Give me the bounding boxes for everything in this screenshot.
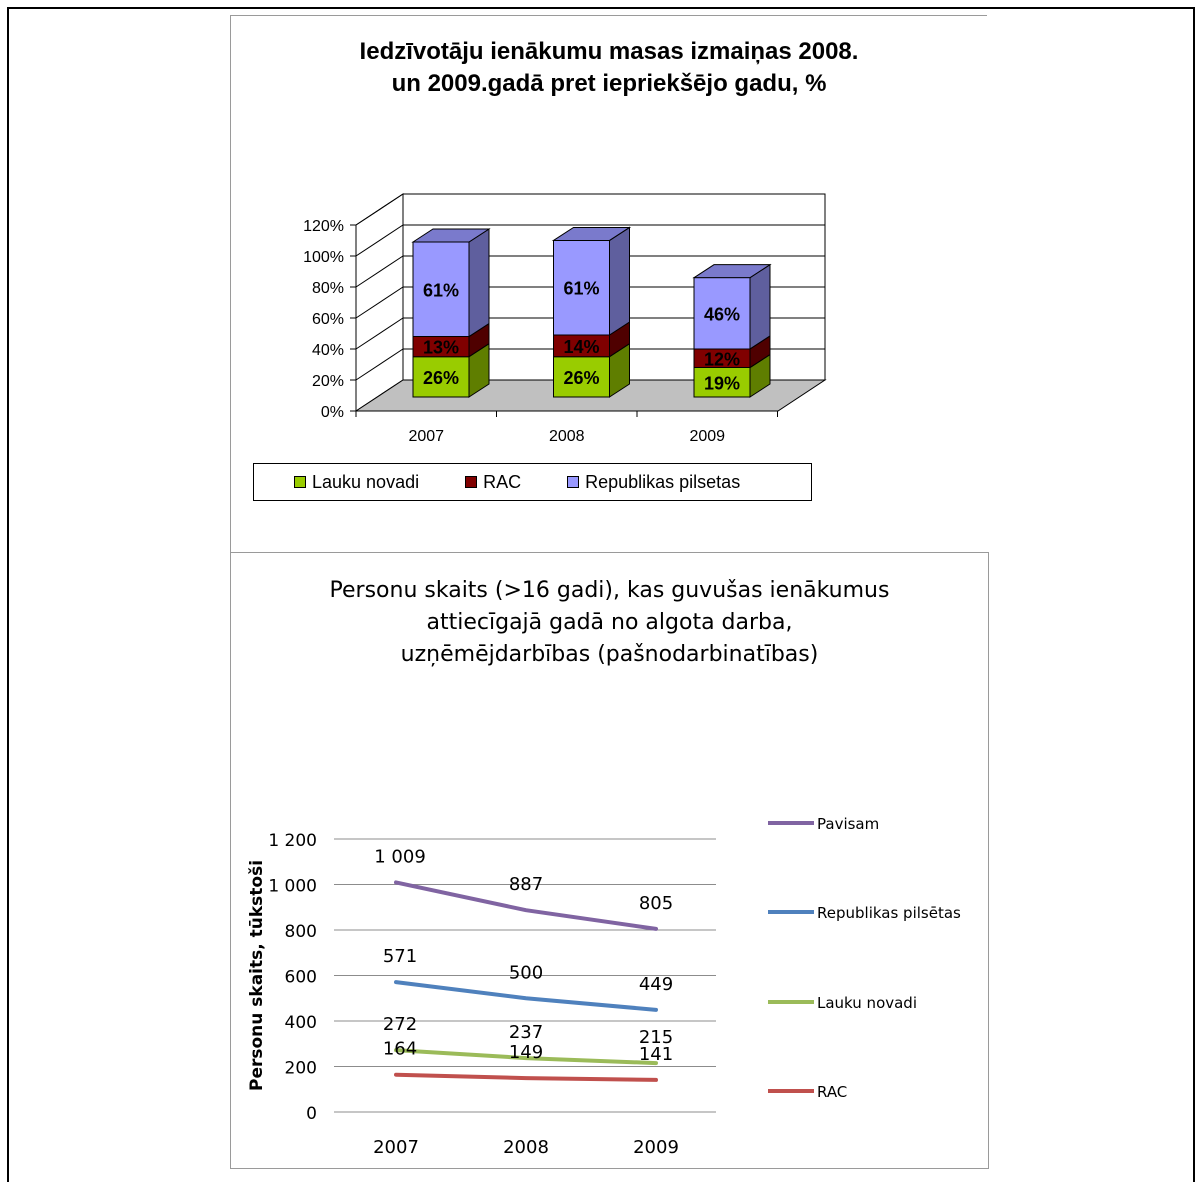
legend-label-republikas-pils-tas: Republikas pilsētas	[817, 904, 961, 922]
legend-label-rac: RAC	[483, 471, 522, 492]
line-chart-y-tick-label: 600	[285, 968, 317, 988]
bar-data-label: 14%	[563, 337, 599, 357]
line-chart-x-tick-label: 2009	[633, 1137, 679, 1158]
bar-data-label: 12%	[704, 349, 740, 369]
line-data-label-republikas-pils-tas: 449	[639, 974, 673, 995]
line-chart-y-tick-label: 400	[285, 1013, 317, 1033]
line-series-lauku-novadi	[394, 1048, 658, 1066]
line-data-label-lauku-novadi: 272	[383, 1014, 417, 1035]
bar-chart-gridline	[355, 193, 825, 226]
bar-data-label: 26%	[563, 368, 599, 388]
line-series-rac	[394, 1072, 658, 1082]
bar-republikas-pilsetas-2009-side	[749, 263, 771, 350]
legend-label-pavisam: Pavisam	[817, 815, 879, 833]
legend-item-rac: RAC	[465, 472, 521, 493]
line-chart-x-tick-label: 2008	[503, 1137, 549, 1158]
line-chart-y-tick-label: 200	[285, 1059, 317, 1079]
bar-data-label: 19%	[704, 373, 740, 393]
legend-label-lauku-novadi: Lauku novadi	[817, 994, 917, 1012]
line-data-label-lauku-novadi: 237	[509, 1022, 543, 1043]
line-chart-y-tick-label: 1 000	[268, 877, 317, 897]
bar-chart-gridline	[355, 317, 825, 350]
legend-label-lauku-novadi: Lauku novadi	[312, 471, 420, 492]
bar-chart-y-tick-label: 80%	[312, 280, 344, 297]
bar-data-label: 46%	[704, 304, 740, 324]
income-mass-bar-chart: Iedzīvotāju ienākumu masas izmaiņas 2008…	[230, 15, 987, 552]
bar-data-label: 26%	[423, 368, 459, 388]
bar-chart-y-tick-label: 0%	[321, 404, 344, 421]
bar-chart-title-line-1: Iedzīvotāju ienākumu masas izmaiņas 2008…	[359, 38, 859, 65]
bar-republikas-pilsetas-2007-top	[411, 228, 491, 243]
line-chart-y-axis-title: Personu skaits, tūkstoši	[247, 860, 267, 1091]
line-chart-title-line-3: uzņēmējdarbības (pašnodarbinatības)	[400, 642, 819, 667]
line-series-pavisam	[394, 880, 658, 931]
bar-data-label: 61%	[423, 280, 459, 300]
bar-chart-gridline	[355, 255, 825, 288]
bar-chart-y-tick-label: 60%	[312, 311, 344, 328]
line-chart-x-tick-label: 2007	[373, 1137, 419, 1158]
bar-republikas-pilsetas-2008-side	[609, 226, 630, 336]
bar-republikas-pilsetas-2007-side	[468, 228, 490, 338]
bar-data-label: 13%	[423, 338, 459, 358]
legend-swatch-republikas-pilsetas	[567, 476, 580, 488]
line-series-republikas-pils-tas	[394, 980, 658, 1012]
line-data-label-pavisam: 887	[509, 874, 543, 895]
bar-chart-x-tick-label: 2008	[549, 428, 585, 445]
bar-chart-legend: Lauku novadi RAC Republikas pilsetas	[253, 463, 812, 501]
bar-chart-y-tick-label: 100%	[303, 249, 344, 266]
legend-item-lauku-novadi: Lauku novadi	[294, 472, 419, 493]
line-data-label-pavisam: 805	[639, 893, 673, 914]
legend-label-rac: RAC	[817, 1083, 847, 1101]
legend-label-republikas-pilsetas: Republikas pilsetas	[585, 471, 741, 492]
legend-item-republikas-pilsetas: Republikas pilsetas	[567, 472, 740, 493]
bar-chart-x-tick-label: 2009	[689, 428, 725, 445]
page-frame	[7, 7, 1195, 1182]
bar-chart-gridline	[355, 286, 825, 319]
line-data-label-rac: 164	[383, 1039, 417, 1060]
bar-chart-y-tick-label: 20%	[312, 373, 344, 390]
bar-chart-gridline	[355, 224, 825, 257]
line-chart-y-tick-label: 1 200	[268, 831, 317, 851]
line-data-label-republikas-pils-tas: 500	[509, 962, 543, 983]
bar-chart-title-line-2: un 2009.gadā pret iepriekšējo gadu, %	[391, 70, 827, 97]
bar-chart-y-tick-label: 120%	[303, 218, 344, 235]
line-data-label-lauku-novadi: 215	[639, 1027, 673, 1048]
bar-chart-plot: 0% 20% 40% 60% 80% 100% 120% 2007 2008 2009 26% 13%…	[303, 193, 827, 445]
bar-chart-x-tick-label: 2007	[408, 428, 444, 445]
line-data-label-rac: 149	[509, 1042, 543, 1063]
line-chart-plot: Personu skaits, tūkstoši 0 200 400 600 800 1 0…	[247, 815, 961, 1158]
bar-chart-gridline	[355, 348, 825, 381]
line-data-label-republikas-pils-tas: 571	[383, 946, 417, 967]
legend-swatch-rac	[465, 476, 478, 488]
legend-swatch-lauku-novadi	[294, 476, 306, 488]
line-chart-y-tick-label: 800	[285, 922, 317, 942]
bar-republikas-pilsetas-2009-top	[692, 264, 772, 279]
bar-chart-title: Iedzīvotāju ienākumu masas izmaiņas 2008…	[231, 36, 987, 100]
bar-chart-y-tick-label: 40%	[312, 342, 344, 359]
line-chart-y-tick-label: 0	[306, 1104, 317, 1124]
line-chart-title: Personu skaits (>16 gadi), kas guvušas i…	[231, 575, 988, 671]
line-data-label-pavisam: 1 009	[374, 846, 426, 867]
line-chart-title-line-2: attiecīgajā gadā no algota darba,	[426, 610, 793, 635]
line-data-label-rac: 141	[639, 1044, 673, 1065]
line-chart-title-line-1: Personu skaits (>16 gadi), kas guvušas i…	[329, 578, 890, 603]
persons-count-line-chart: Personu skaits (>16 gadi), kas guvušas i…	[230, 552, 989, 1169]
bar-republikas-pilsetas-2008-top	[551, 226, 632, 241]
bar-data-label: 61%	[563, 279, 599, 299]
